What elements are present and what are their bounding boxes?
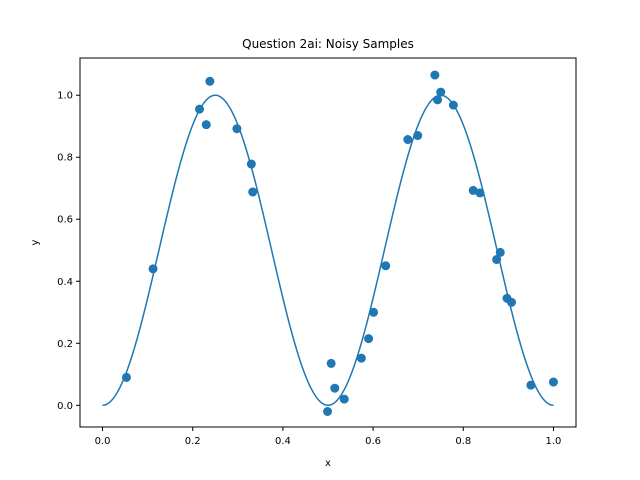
- curve-layer: [102, 94, 554, 407]
- sample-point: [326, 358, 336, 368]
- plot-area: [80, 58, 576, 427]
- y-tick-label: 0.2: [57, 339, 73, 350]
- y-axis-label: y: [30, 239, 41, 245]
- sample-point: [548, 377, 558, 387]
- sample-point: [430, 70, 440, 80]
- sample-point: [468, 185, 478, 195]
- x-tick-label: 0.2: [185, 436, 201, 447]
- sample-point: [436, 87, 446, 97]
- sample-point: [492, 255, 502, 265]
- plot-frame: [79, 57, 577, 428]
- sample-point: [381, 261, 391, 271]
- sample-point: [495, 247, 505, 257]
- sample-point: [356, 353, 366, 363]
- x-tick-label: 0.6: [365, 436, 381, 447]
- x-tick-label: 0.8: [455, 436, 471, 447]
- y-tick-label: 0.8: [57, 153, 73, 164]
- x-tick-label: 0.4: [275, 436, 291, 447]
- sample-point: [403, 135, 413, 145]
- sample-point: [526, 380, 536, 390]
- sample-point: [339, 394, 349, 404]
- y-tick-label: 0.0: [57, 401, 73, 412]
- sample-point: [413, 131, 423, 141]
- sample-point: [232, 124, 242, 134]
- sample-point: [369, 307, 379, 317]
- y-axis-ticks: 0.0 0.2 0.4 0.6 0.8 1.0: [57, 91, 80, 412]
- sample-point: [323, 407, 333, 416]
- x-tick-label: 0.0: [95, 436, 111, 447]
- y-tick-label: 0.4: [57, 277, 73, 288]
- x-tick-label: 1.0: [546, 436, 562, 447]
- y-tick-label: 0.6: [57, 215, 73, 226]
- sample-point: [364, 334, 374, 344]
- sample-point: [148, 264, 158, 274]
- model-curve: [102, 94, 554, 407]
- sample-point: [448, 100, 458, 110]
- y-tick-label: 1.0: [57, 91, 73, 102]
- points-layer: [121, 70, 558, 416]
- chart-title: Question 2ai: Noisy Samples: [242, 37, 414, 51]
- sample-point: [194, 104, 204, 114]
- sample-point: [507, 297, 517, 307]
- sample-point: [205, 76, 215, 86]
- x-axis-label: x: [325, 458, 331, 469]
- sample-point: [201, 120, 211, 130]
- x-axis-ticks: 0.0 0.2 0.4 0.6 0.8 1.0: [95, 427, 562, 447]
- sample-point: [475, 188, 485, 198]
- sample-point: [330, 383, 340, 393]
- sample-point: [121, 372, 131, 382]
- sample-point: [433, 95, 443, 105]
- sample-point: [246, 159, 256, 169]
- sample-point: [248, 187, 258, 197]
